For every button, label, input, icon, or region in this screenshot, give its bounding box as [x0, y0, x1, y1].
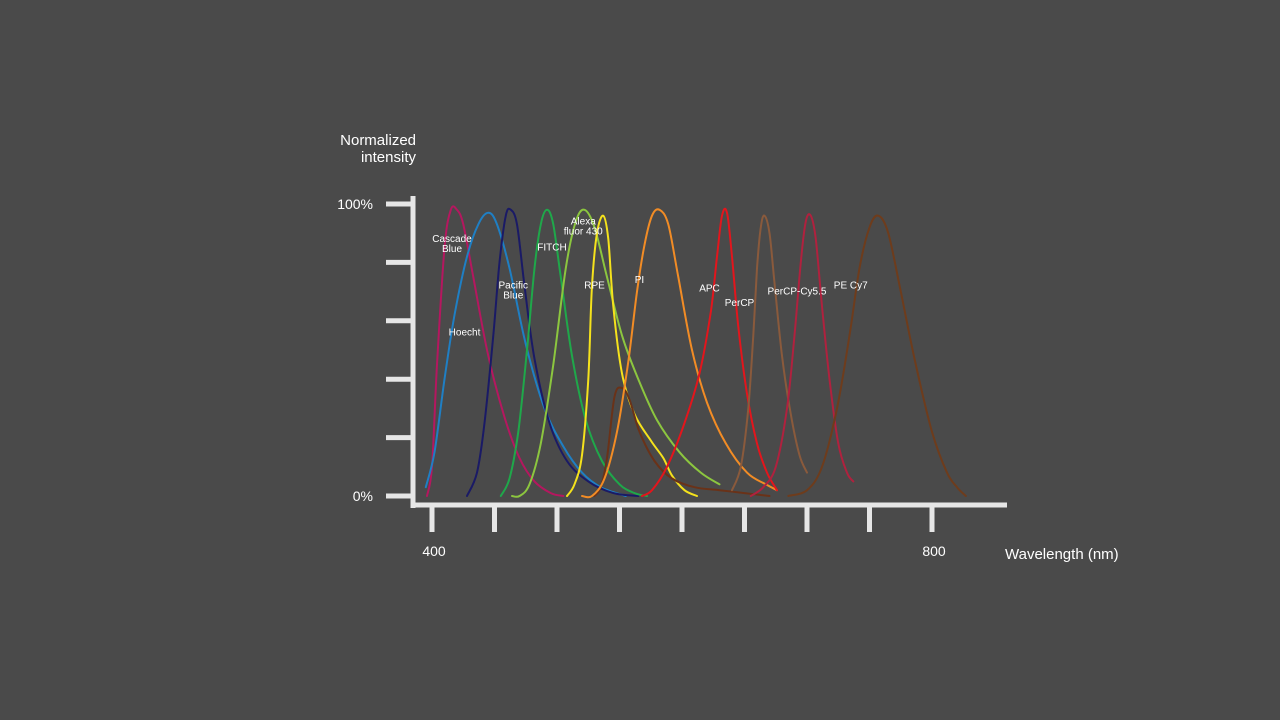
series-label-pi: PI	[635, 275, 644, 286]
x-axis-title: Wavelength (nm)	[1005, 546, 1119, 563]
series-label-fitch: FITCH	[537, 243, 566, 254]
y-tick-label: 100%	[337, 196, 373, 212]
series-labels: Cascade Blue Hoecht Pacific Blue FITCH Alexa fl…	[432, 216, 868, 338]
series-label-apc: APC	[699, 284, 720, 295]
series-label-pe-cy7: PE Cy7	[834, 281, 868, 292]
series-line-rpe	[566, 214, 698, 497]
y-tick-label: 0%	[353, 488, 373, 504]
series-line-pacific-blue	[466, 207, 640, 497]
series-label-percp-cy5-5: PerCP-Cy5.5	[768, 287, 827, 298]
series-label-alexa-fluor-430: Alexa fluor 430	[564, 216, 603, 237]
series-line-alexa-fluor-430	[511, 208, 721, 498]
series-label-cascade-blue: Cascade Blue	[432, 234, 472, 255]
series-line-fitch	[499, 208, 648, 497]
series-line-cascade-blue	[426, 205, 565, 497]
series-line-pe-cy7	[787, 214, 967, 497]
series-line-pi	[581, 208, 778, 499]
x-tick-label: 400	[422, 543, 446, 559]
series-line-percp-cy5-5	[749, 213, 855, 497]
series-label-percp: PerCP	[725, 298, 755, 309]
series-label-rpe: RPE	[584, 281, 605, 292]
series-curves	[424, 205, 967, 499]
series-line-pe-texas-red	[593, 386, 771, 497]
x-tick-label: 800	[922, 543, 946, 559]
series-label-hoecht: Hoecht	[449, 327, 481, 338]
series-line-hoecht	[424, 211, 627, 497]
series-label-pacific-blue: Pacific Blue	[499, 281, 528, 302]
series-line-percp	[731, 214, 808, 492]
axes: 100% 0% 400 800 Normalized intensity Wavelengt…	[337, 132, 1118, 563]
series-line-apc	[641, 207, 778, 497]
y-axis-title: Normalized intensity	[340, 132, 416, 166]
